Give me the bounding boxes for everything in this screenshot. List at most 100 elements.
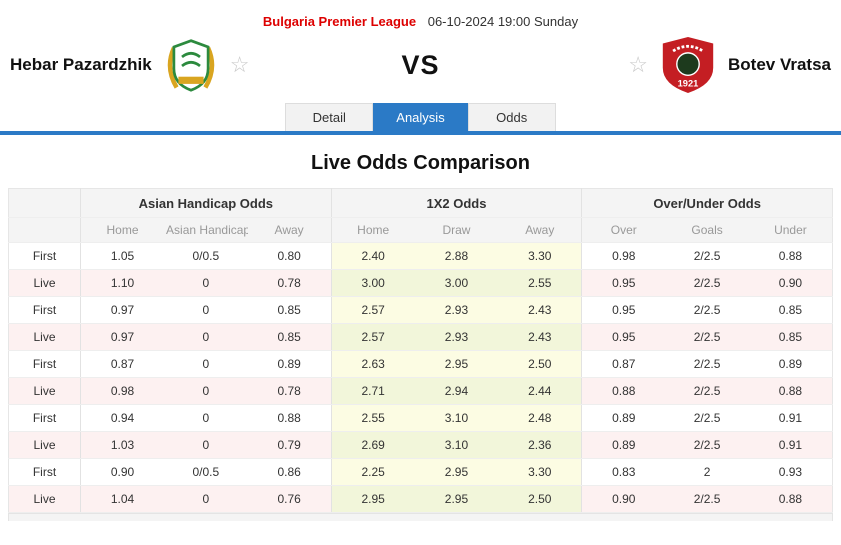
- corner-cell: [8, 188, 81, 218]
- next-section-edge: [8, 513, 833, 521]
- odds-ah-home: 0.97: [80, 323, 165, 351]
- tab-odds[interactable]: Odds: [467, 103, 556, 131]
- odds-1x2-away: 2.50: [498, 350, 582, 378]
- odds-1x2-home: 3.00: [330, 269, 415, 297]
- table-row: Live 1.03 0 0.79 2.69 3.10 2.36 0.89 2/2…: [8, 431, 833, 459]
- odds-ah-away: 0.78: [247, 377, 332, 405]
- period-label: First: [8, 404, 81, 432]
- page: Bulgaria Premier League 06-10-2024 19:00…: [0, 0, 841, 521]
- odds-1x2-away: 2.43: [498, 296, 582, 324]
- odds-1x2-home: 2.63: [330, 350, 415, 378]
- period-label: First: [8, 242, 81, 270]
- odds-ah-handicap: 0: [164, 485, 248, 513]
- odds-ou-over: 0.88: [581, 377, 666, 405]
- table-row: First 0.90 0/0.5 0.86 2.25 2.95 3.30 0.8…: [8, 458, 833, 486]
- league-name[interactable]: Bulgaria Premier League: [262, 14, 417, 29]
- odds-1x2-home: 2.57: [330, 323, 415, 351]
- odds-1x2-home: 2.95: [330, 485, 415, 513]
- match-datetime: 06-10-2024 19:00 Sunday: [427, 14, 579, 29]
- odds-ou-over: 0.89: [581, 404, 666, 432]
- odds-1x2-draw: 2.94: [414, 377, 499, 405]
- col-ou-under: Under: [748, 217, 833, 243]
- odds-1x2-away: 2.43: [498, 323, 582, 351]
- col-ou-goals: Goals: [665, 217, 749, 243]
- away-team-name[interactable]: Botev Vratsa: [728, 55, 831, 74]
- odds-1x2-away: 3.30: [498, 242, 582, 270]
- col-ou-over: Over: [581, 217, 666, 243]
- odds-ah-home: 0.87: [80, 350, 165, 378]
- corner-cell: [8, 217, 81, 243]
- odds-ah-home: 1.05: [80, 242, 165, 270]
- odds-1x2-draw: 3.10: [414, 404, 499, 432]
- section-title: Live Odds Comparison: [311, 152, 530, 174]
- odds-ou-under: 0.85: [748, 296, 833, 324]
- period-label: Live: [8, 377, 81, 405]
- odds-ou-over: 0.83: [581, 458, 666, 486]
- odds-ah-home: 1.04: [80, 485, 165, 513]
- odds-ah-away: 0.79: [247, 431, 332, 459]
- table-row: Live 0.98 0 0.78 2.71 2.94 2.44 0.88 2/2…: [8, 377, 833, 405]
- col-ah-home: Home: [80, 217, 165, 243]
- away-logo-year: 1921: [678, 78, 699, 88]
- odds-ou-under: 0.85: [748, 323, 833, 351]
- odds-ou-under: 0.93: [748, 458, 833, 486]
- group-1x2: 1X2 Odds: [330, 188, 582, 218]
- odds-table: Asian Handicap Odds 1X2 Odds Over/Under …: [8, 188, 833, 513]
- home-team-name[interactable]: Hebar Pazardzhik: [10, 55, 152, 74]
- odds-1x2-home: 2.57: [330, 296, 415, 324]
- away-team: ☆ 1921 Botev Vratsa: [628, 36, 831, 94]
- tabs-bar: Detail Analysis Odds: [0, 103, 841, 131]
- odds-table-body: First 1.05 0/0.5 0.80 2.40 2.88 3.30 0.9…: [8, 242, 833, 513]
- tab-detail[interactable]: Detail: [285, 103, 374, 131]
- odds-ou-over: 0.98: [581, 242, 666, 270]
- odds-ou-under: 0.89: [748, 350, 833, 378]
- odds-ah-away: 0.85: [247, 323, 332, 351]
- odds-ou-goals: 2/2.5: [665, 404, 749, 432]
- favorite-star-home-icon[interactable]: ☆: [229, 52, 250, 77]
- odds-1x2-draw: 2.93: [414, 296, 499, 324]
- table-row: First 0.94 0 0.88 2.55 3.10 2.48 0.89 2/…: [8, 404, 833, 432]
- odds-ah-away: 0.86: [247, 458, 332, 486]
- teams-row: Hebar Pazardzhik ☆ VS ☆: [0, 31, 841, 103]
- odds-ou-under: 0.88: [748, 485, 833, 513]
- col-ah-away: Away: [247, 217, 332, 243]
- league-line: Bulgaria Premier League 06-10-2024 19:00…: [0, 0, 841, 31]
- group-over-under: Over/Under Odds: [581, 188, 833, 218]
- favorite-star-away-icon[interactable]: ☆: [628, 52, 648, 77]
- odds-1x2-draw: 2.88: [414, 242, 499, 270]
- table-row: Live 0.97 0 0.85 2.57 2.93 2.43 0.95 2/2…: [8, 323, 833, 351]
- odds-ah-home: 0.98: [80, 377, 165, 405]
- col-ah-handicap: Asian Handicap: [164, 217, 248, 243]
- odds-ou-under: 0.88: [748, 242, 833, 270]
- table-row: First 0.87 0 0.89 2.63 2.95 2.50 0.87 2/…: [8, 350, 833, 378]
- period-label: First: [8, 350, 81, 378]
- odds-ou-goals: 2/2.5: [665, 350, 749, 378]
- home-team-logo-icon: [164, 36, 218, 94]
- odds-ah-away: 0.85: [247, 296, 332, 324]
- table-row: Live 1.10 0 0.78 3.00 3.00 2.55 0.95 2/2…: [8, 269, 833, 297]
- odds-ah-handicap: 0: [164, 431, 248, 459]
- odds-ou-over: 0.89: [581, 431, 666, 459]
- odds-1x2-home: 2.25: [330, 458, 415, 486]
- odds-ou-goals: 2/2.5: [665, 431, 749, 459]
- odds-1x2-draw: 3.10: [414, 431, 499, 459]
- odds-ah-home: 0.97: [80, 296, 165, 324]
- home-team: Hebar Pazardzhik ☆: [10, 36, 249, 94]
- odds-ah-handicap: 0: [164, 323, 248, 351]
- odds-ou-under: 0.91: [748, 431, 833, 459]
- odds-ou-over: 0.95: [581, 269, 666, 297]
- table-subheader-row: Home Asian Handicap Away Home Draw Away …: [8, 217, 833, 243]
- odds-1x2-away: 2.36: [498, 431, 582, 459]
- group-asian-handicap: Asian Handicap Odds: [80, 188, 332, 218]
- odds-ah-home: 1.10: [80, 269, 165, 297]
- odds-ou-goals: 2/2.5: [665, 269, 749, 297]
- odds-ah-handicap: 0: [164, 296, 248, 324]
- tab-analysis[interactable]: Analysis: [373, 103, 468, 131]
- odds-ah-away: 0.89: [247, 350, 332, 378]
- col-1x2-home: Home: [330, 217, 415, 243]
- odds-1x2-draw: 2.95: [414, 485, 499, 513]
- odds-ah-handicap: 0: [164, 269, 248, 297]
- odds-ah-handicap: 0/0.5: [164, 242, 248, 270]
- period-label: First: [8, 458, 81, 486]
- odds-ah-away: 0.80: [247, 242, 332, 270]
